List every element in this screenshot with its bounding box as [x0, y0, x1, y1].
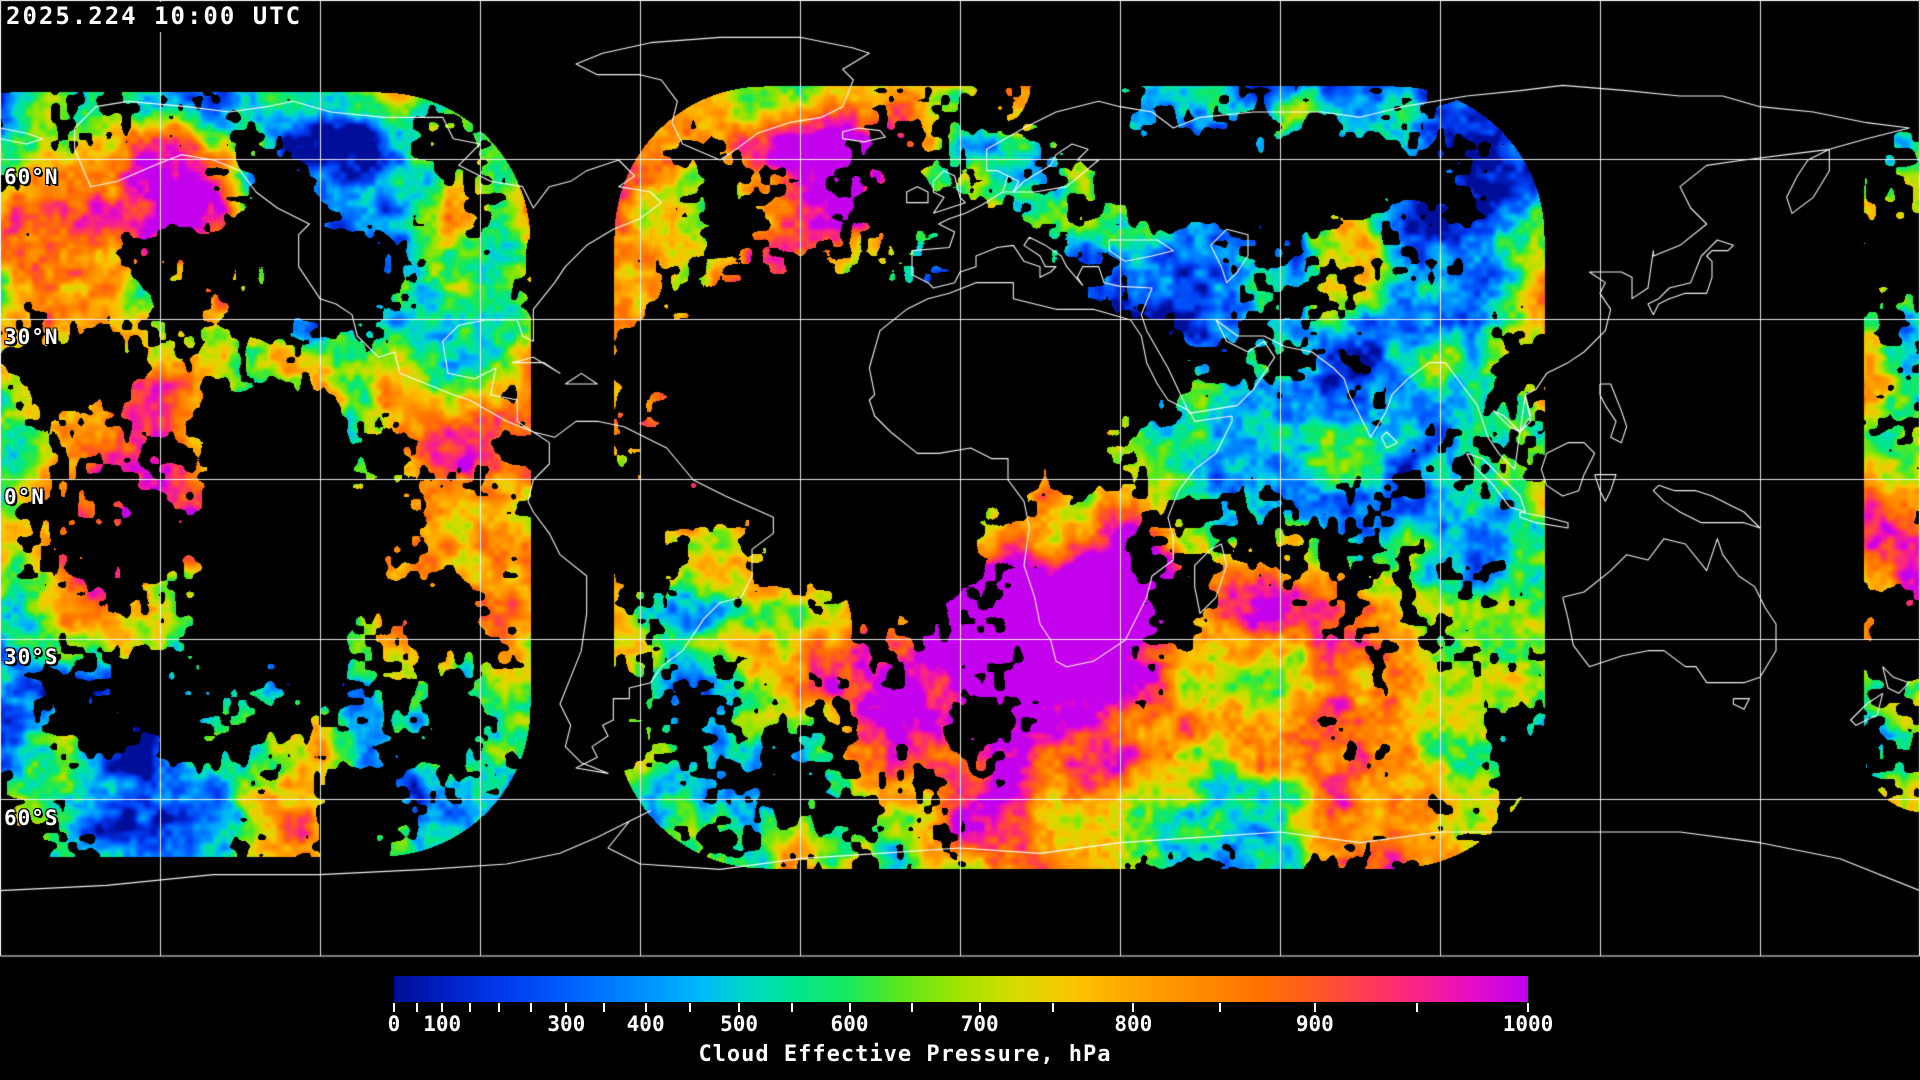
colorbar-tick: [1416, 1003, 1419, 1012]
latitude-label: 30°N: [4, 325, 59, 349]
colorbar-tick: [978, 1003, 981, 1012]
colorbar-tick: [738, 1003, 741, 1012]
colorbar-tick: [791, 1003, 794, 1012]
colorbar-tick: [1313, 1003, 1316, 1012]
latitude-label: 60°N: [4, 165, 59, 189]
latitude-label: 60°S: [4, 806, 59, 830]
colorbar-tick: [530, 1003, 533, 1012]
colorbar-tick: [1132, 1003, 1135, 1012]
colorbar-tick: [1052, 1003, 1055, 1012]
colorbar-tick-label: 600: [830, 1012, 869, 1036]
colorbar-tick: [565, 1003, 568, 1012]
world-cloud-data-map: [0, 0, 1920, 962]
colorbar-title: Cloud Effective Pressure, hPa: [698, 1042, 1112, 1067]
colorbar-section: 0 100 300 400 500 600 700 800 900 1000 Cloud Effe…: [0, 962, 1920, 1080]
colorbar-tick-label: 500: [720, 1012, 759, 1036]
latitude-label: 30°S: [4, 645, 59, 669]
colorbar-tick-label: 800: [1114, 1012, 1153, 1036]
colorbar-tick: [603, 1003, 606, 1012]
colorbar-tick-label: 0: [387, 1012, 401, 1036]
colorbar-tick: [393, 1003, 395, 1012]
colorbar-tick-label: 300: [547, 1012, 586, 1036]
colorbar-tick: [644, 1003, 647, 1012]
colorbar-tick-label: 700: [960, 1012, 999, 1036]
colorbar-tick: [498, 1003, 501, 1012]
timestamp-label: 2025.224 10:00 UTC: [4, 2, 307, 32]
colorbar-tick-label: 900: [1295, 1012, 1334, 1036]
colorbar-tick: [416, 1003, 419, 1012]
colorbar-tick-label: 1000: [1502, 1012, 1554, 1036]
colorbar-tick: [468, 1003, 471, 1012]
colorbar-tick: [1219, 1003, 1222, 1012]
colorbar-tick: [848, 1003, 851, 1012]
colorbar-tick: [910, 1003, 913, 1012]
colorbar-tick: [441, 1003, 444, 1012]
colorbar-tick-label: 400: [626, 1012, 665, 1036]
latitude-label: 0°N: [4, 485, 45, 509]
colorbar-tick: [1527, 1003, 1529, 1012]
colorbar-tick-label: 100: [423, 1012, 462, 1036]
colorbar-gradient: [394, 976, 1528, 1002]
colorbar-tick: [689, 1003, 692, 1012]
